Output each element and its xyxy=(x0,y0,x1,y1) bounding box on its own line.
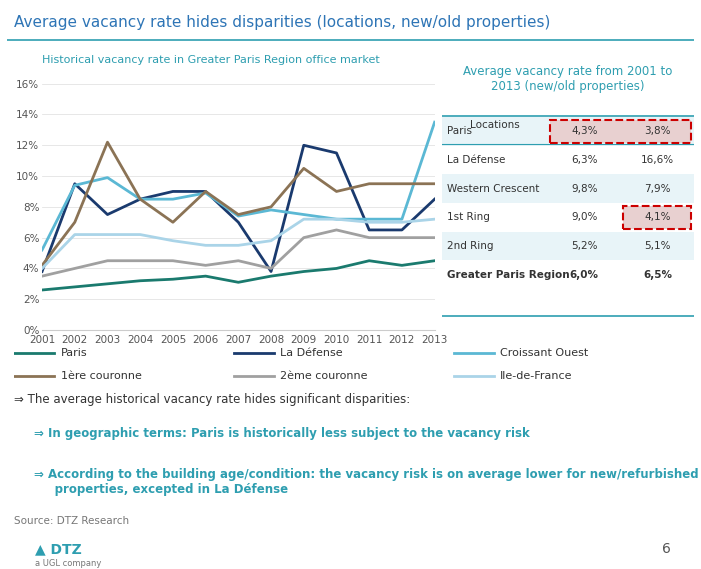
Text: 6,5%: 6,5% xyxy=(643,270,672,280)
Text: 4,1%: 4,1% xyxy=(644,212,671,222)
Text: 3,8%: 3,8% xyxy=(644,126,671,137)
Text: Average vacancy rate hides disparities (locations, new/old properties): Average vacancy rate hides disparities (… xyxy=(14,15,550,30)
Text: 4,3%: 4,3% xyxy=(571,126,597,137)
Text: Locations: Locations xyxy=(470,119,519,130)
FancyBboxPatch shape xyxy=(442,174,694,203)
Text: 5,1%: 5,1% xyxy=(644,241,671,251)
Text: Paris: Paris xyxy=(447,126,472,137)
Text: 2ème couronne: 2ème couronne xyxy=(280,370,368,381)
FancyBboxPatch shape xyxy=(550,119,691,143)
Text: Greater Paris Region: Greater Paris Region xyxy=(447,270,569,280)
Text: a UGL company: a UGL company xyxy=(35,559,102,567)
FancyBboxPatch shape xyxy=(442,261,694,289)
Text: 6,0%: 6,0% xyxy=(570,270,599,280)
Text: Croissant Ouest: Croissant Ouest xyxy=(501,348,588,358)
Text: ⇒ The average historical vacancy rate hides significant disparities:: ⇒ The average historical vacancy rate hi… xyxy=(14,393,410,406)
Text: 16,6%: 16,6% xyxy=(641,155,674,165)
Text: La Défense: La Défense xyxy=(280,348,343,358)
Text: 2nd Ring: 2nd Ring xyxy=(447,241,494,251)
Text: ▲ DTZ: ▲ DTZ xyxy=(35,542,82,556)
Text: 6,3%: 6,3% xyxy=(571,155,597,165)
Text: Avge rate
(newly built): Avge rate (newly built) xyxy=(625,119,690,141)
FancyBboxPatch shape xyxy=(623,206,691,229)
Text: 6: 6 xyxy=(662,542,670,556)
Text: Source: DTZ Research: Source: DTZ Research xyxy=(14,516,129,526)
Text: 3,8%: 3,8% xyxy=(644,126,671,137)
FancyBboxPatch shape xyxy=(442,146,694,174)
FancyBboxPatch shape xyxy=(442,203,694,232)
Text: 9,0%: 9,0% xyxy=(571,212,597,222)
Text: Avge rate
(total): Avge rate (total) xyxy=(559,119,609,141)
Text: 5,2%: 5,2% xyxy=(571,241,597,251)
Text: Historical vacancy rate in Greater Paris Region office market: Historical vacancy rate in Greater Paris… xyxy=(42,55,380,65)
Text: 4,3%: 4,3% xyxy=(571,126,597,137)
Text: Paris: Paris xyxy=(61,348,87,358)
Text: 1st Ring: 1st Ring xyxy=(447,212,489,222)
Text: ⇒ In geographic terms: Paris is historically less subject to the vacancy risk: ⇒ In geographic terms: Paris is historic… xyxy=(34,427,530,440)
Text: 9,8%: 9,8% xyxy=(571,184,597,193)
Text: 1ère couronne: 1ère couronne xyxy=(61,370,142,381)
Text: 7,9%: 7,9% xyxy=(644,184,671,193)
Text: ⇒ According to the building age/condition: the vacancy risk is on average lower : ⇒ According to the building age/conditio… xyxy=(34,468,699,496)
Text: Ile-de-France: Ile-de-France xyxy=(501,370,573,381)
Text: 4,1%: 4,1% xyxy=(644,212,671,222)
Text: La Défense: La Défense xyxy=(447,155,505,165)
Text: Average vacancy rate from 2001 to
2013 (new/old properties): Average vacancy rate from 2001 to 2013 (… xyxy=(463,65,672,93)
Text: Western Crescent: Western Crescent xyxy=(447,184,539,193)
FancyBboxPatch shape xyxy=(442,232,694,261)
FancyBboxPatch shape xyxy=(442,117,694,146)
